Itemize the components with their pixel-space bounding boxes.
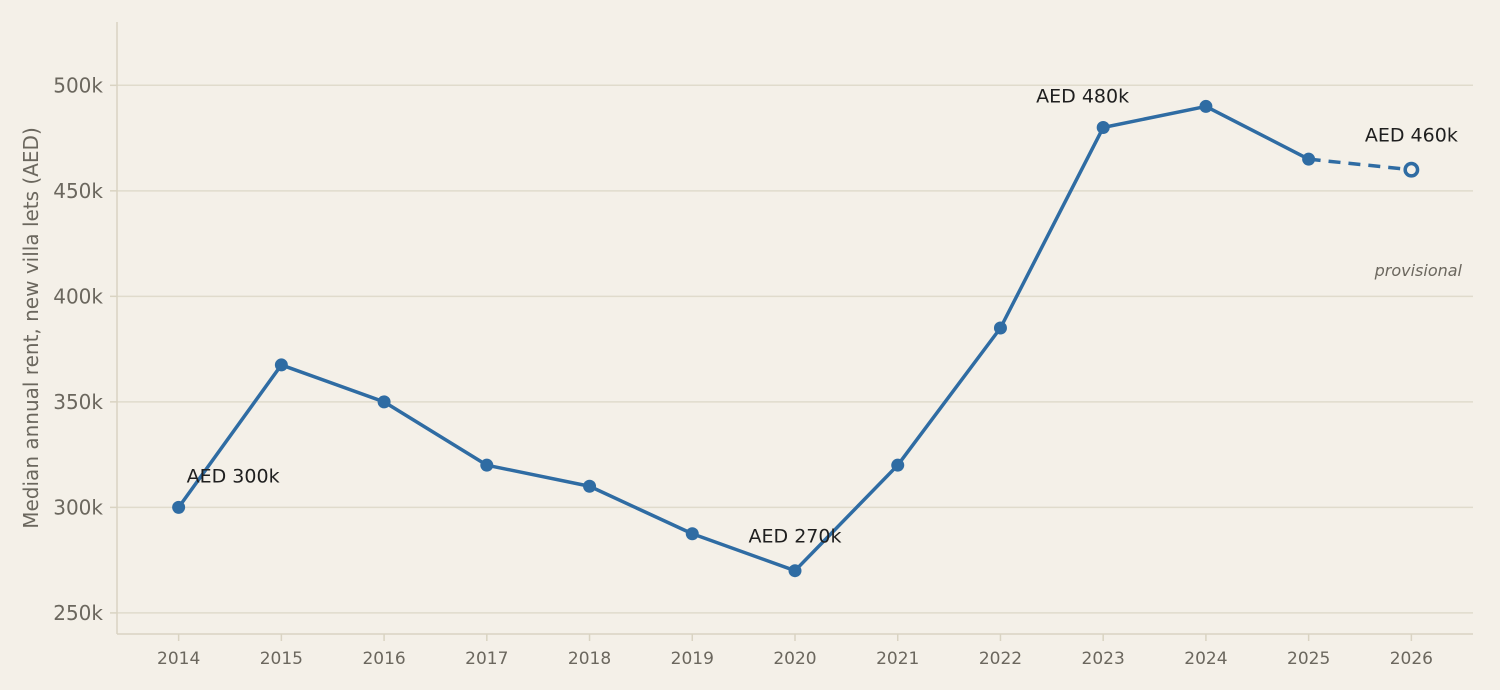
- data-point-provisional: [1403, 161, 1420, 178]
- y-tick-label: 450k: [53, 179, 103, 203]
- data-label: AED 480k: [1036, 86, 1129, 108]
- y-tick-label: 350k: [53, 390, 103, 414]
- data-label: AED 300k: [187, 465, 280, 487]
- x-tick-label: 2017: [465, 649, 508, 669]
- data-label: AED 460k: [1365, 125, 1458, 147]
- y-tick-label: 500k: [53, 73, 103, 97]
- data-point: [1096, 121, 1110, 135]
- x-tick-label: 2021: [876, 649, 919, 669]
- series: [172, 99, 1420, 578]
- x-tick-label: 2018: [568, 649, 611, 669]
- data-point: [583, 479, 597, 493]
- x-tick-label: 2024: [1184, 649, 1227, 669]
- x-tick-label: 2025: [1287, 649, 1330, 669]
- data-point: [274, 358, 288, 372]
- data-point: [788, 564, 802, 578]
- data-point: [891, 458, 905, 472]
- y-tick-label: 300k: [53, 495, 103, 519]
- data-label: AED 270k: [749, 526, 842, 548]
- y-tick-label: 250k: [53, 601, 103, 625]
- data-point: [1302, 152, 1316, 166]
- data-point: [685, 527, 699, 541]
- x-tick-label: 2023: [1082, 649, 1125, 669]
- series-line: [176, 104, 1311, 573]
- labels: 250k 300k 350k 400k 450k 500k 2014 2015 2016 2017…: [19, 73, 1463, 669]
- axes: [110, 22, 1473, 641]
- gridlines: [117, 84, 1473, 614]
- x-tick-label: 2022: [979, 649, 1022, 669]
- provisional-note: provisional: [1374, 261, 1463, 280]
- x-tick-label: 2016: [362, 649, 405, 669]
- x-tick-label: 2014: [157, 649, 200, 669]
- x-tick-label: 2026: [1390, 649, 1433, 669]
- series-line-provisional: [1308, 157, 1412, 172]
- x-tick-label: 2015: [260, 649, 303, 669]
- x-tick-label: 2020: [773, 649, 816, 669]
- x-tick-label: 2019: [671, 649, 714, 669]
- data-point: [172, 500, 186, 514]
- y-tick-label: 400k: [53, 284, 103, 308]
- data-point: [480, 458, 494, 472]
- y-axis-label: Median annual rent, new villa lets (AED): [19, 127, 43, 529]
- data-point: [377, 395, 391, 409]
- data-point: [993, 321, 1007, 335]
- data-point: [1199, 99, 1213, 113]
